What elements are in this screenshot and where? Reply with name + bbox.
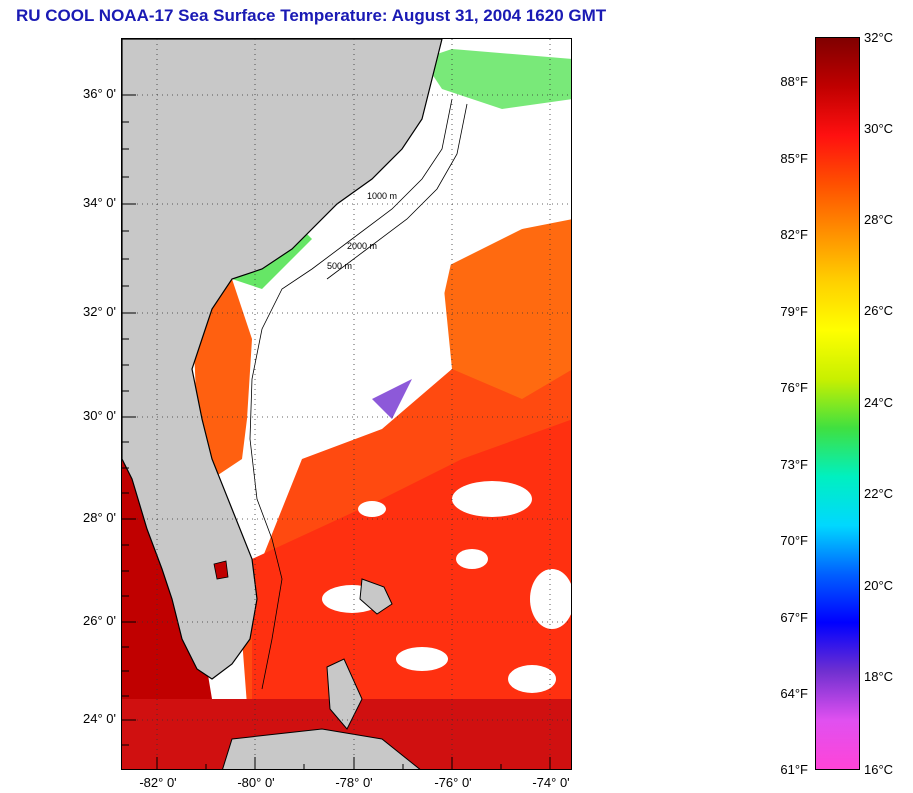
- colorbar-c-label: 18°C: [864, 669, 894, 684]
- land-andros: [326, 658, 363, 730]
- lon-label-82: -82° 0': [139, 775, 177, 790]
- colorbar-c-label: 30°C: [864, 121, 894, 136]
- isobath-label-500: 500 m: [327, 261, 352, 271]
- colorbar-c-label: 22°C: [864, 486, 894, 501]
- colorbar-f-label: 73°F: [780, 457, 808, 472]
- colorbar-c-label: 28°C: [864, 212, 894, 227]
- colorbar-c-label: 16°C: [864, 762, 894, 777]
- lat-label-34: 34° 0': [83, 195, 116, 210]
- lat-label-32: 32° 0': [83, 304, 116, 319]
- colorbar-f-label: 70°F: [780, 533, 808, 548]
- lat-label-36: 36° 0': [83, 86, 116, 101]
- land-bahamas: [359, 578, 393, 615]
- graticule: [122, 39, 571, 769]
- colorbar-f-label: 67°F: [780, 610, 808, 625]
- lon-label-74: -74° 0': [532, 775, 570, 790]
- lon-label-76: -76° 0': [434, 775, 472, 790]
- colorbar-c-label: 32°C: [864, 30, 894, 45]
- colorbar-f-label: 82°F: [780, 227, 808, 242]
- sst-map-canvas: 500 m 1000 m 2000 m: [122, 39, 571, 769]
- axis-ticks: [122, 94, 551, 769]
- lat-label-26: 26° 0': [83, 613, 116, 628]
- colorbar-f-label: 61°F: [780, 762, 808, 777]
- lat-label-28: 28° 0': [83, 510, 116, 525]
- temperature-colorbar: [815, 37, 860, 770]
- lat-label-24: 24° 0': [83, 711, 116, 726]
- isobath-label-2000: 2000 m: [347, 241, 377, 251]
- lon-label-78: -78° 0': [335, 775, 373, 790]
- colorbar-f-label: 88°F: [780, 74, 808, 89]
- isobath-label-1000: 1000 m: [367, 191, 397, 201]
- sst-map[interactable]: 500 m 1000 m 2000 m: [121, 38, 572, 770]
- colorbar-f-label: 85°F: [780, 151, 808, 166]
- colorbar-c-label: 24°C: [864, 395, 894, 410]
- colorbar-c-label: 20°C: [864, 578, 894, 593]
- lake-okeechobee: [213, 560, 229, 580]
- map-title: RU COOL NOAA-17 Sea Surface Temperature:…: [16, 6, 607, 25]
- cloud-mask: [272, 99, 571, 693]
- land-cuba: [222, 728, 421, 769]
- lat-label-30: 30° 0': [83, 408, 116, 423]
- colorbar-f-label: 64°F: [780, 686, 808, 701]
- lon-label-80: -80° 0': [237, 775, 275, 790]
- colorbar-f-label: 76°F: [780, 380, 808, 395]
- colorbar-f-label: 79°F: [780, 304, 808, 319]
- colorbar-c-label: 26°C: [864, 303, 894, 318]
